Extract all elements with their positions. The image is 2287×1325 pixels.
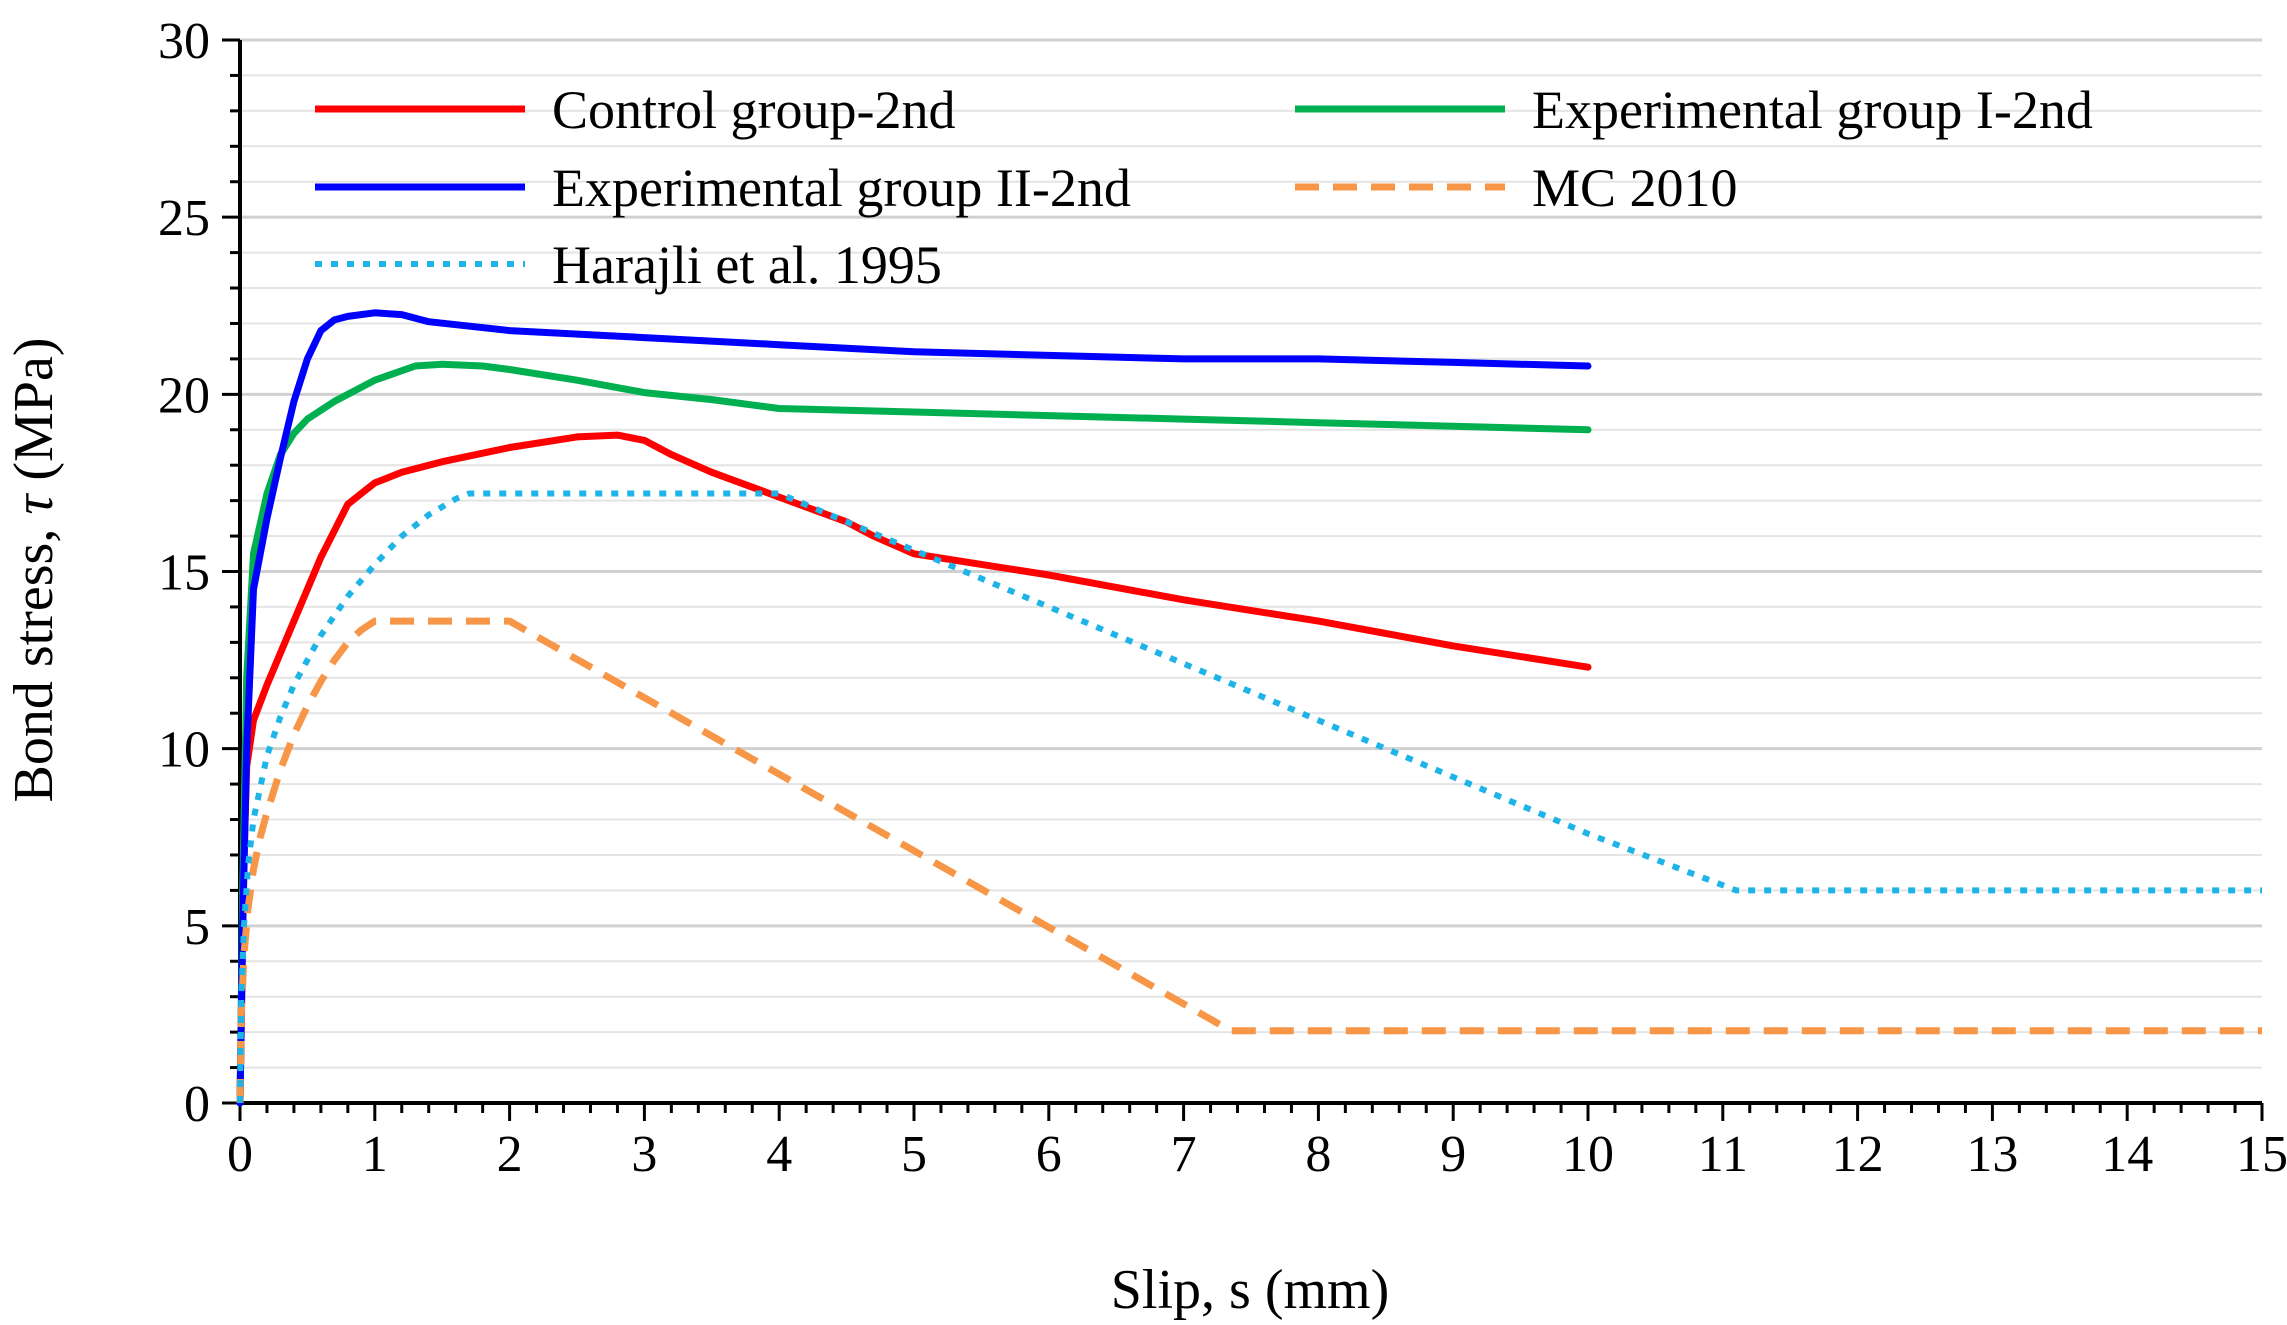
x-tick-label: 5 — [901, 1126, 927, 1183]
legend-label-1: Control group-2nd — [552, 80, 955, 140]
legend-label-3: Experimental group II-2nd — [552, 158, 1131, 218]
x-tick-label: 3 — [631, 1126, 657, 1183]
x-tick-label: 12 — [1832, 1126, 1884, 1183]
x-tick-label: 14 — [2101, 1126, 2153, 1183]
legend-label-4: MC 2010 — [1532, 158, 1738, 218]
x-tick-label: 2 — [497, 1126, 523, 1183]
y-tick-label: 20 — [158, 367, 210, 424]
series-line-5 — [237, 490, 2262, 1104]
y-axis-title-unit: (MPa) — [3, 338, 65, 495]
y-tick-label: 0 — [184, 1076, 210, 1133]
y-tick-label: 10 — [158, 722, 210, 779]
x-tick-label: 9 — [1440, 1126, 1466, 1183]
x-tick-label: 6 — [1036, 1126, 1062, 1183]
y-axis-title: Bond stress, τ (MPa) — [3, 338, 65, 803]
series-line-3 — [236, 309, 1592, 1107]
legend: Control group-2nd Experimental group I-2n… — [315, 80, 2093, 295]
legend-label-2: Experimental group I-2nd — [1532, 80, 2093, 140]
series-lines — [236, 309, 2262, 1107]
x-tick-label: 10 — [1562, 1126, 1614, 1183]
series-line-2 — [236, 360, 1592, 1107]
x-tick-label: 8 — [1305, 1126, 1331, 1183]
y-axis-title-symbol: τ — [3, 493, 65, 515]
x-tick-label: 15 — [2236, 1126, 2287, 1183]
y-axis-title-main: Bond stress, — [3, 515, 65, 803]
x-axis-title: Slip, s (mm) — [1111, 1259, 1389, 1321]
series-line-4 — [236, 617, 2262, 1104]
x-tick-label: 13 — [1966, 1126, 2018, 1183]
y-tick-label: 5 — [184, 899, 210, 956]
x-tick-label: 4 — [766, 1126, 792, 1183]
x-tick-label: 0 — [227, 1126, 253, 1183]
y-tick-label: 30 — [158, 13, 210, 70]
y-tick-label: 25 — [158, 190, 210, 247]
y-tick-label: 15 — [158, 545, 210, 602]
x-tick-label: 7 — [1171, 1126, 1197, 1183]
series-line-1 — [236, 431, 1592, 1107]
x-tick-label: 1 — [362, 1126, 388, 1183]
x-tick-label: 11 — [1698, 1126, 1748, 1183]
legend-label-5: Harajli et al. 1995 — [552, 235, 942, 295]
